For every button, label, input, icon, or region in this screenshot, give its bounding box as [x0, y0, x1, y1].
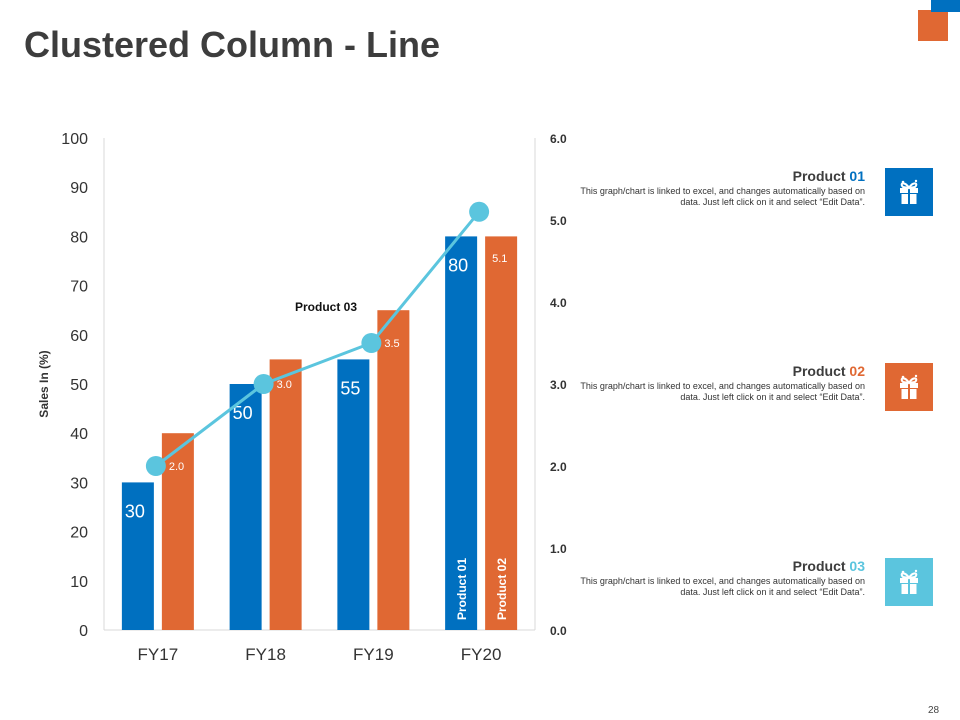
bar-product-01-fy19: [337, 359, 370, 630]
y-tick-label: 60: [70, 328, 88, 345]
bar-product-01-fy18: [229, 384, 262, 630]
y-tick-label: 0: [79, 623, 88, 640]
legend-product-03: Product 03 This graph/chart is linked to…: [560, 557, 935, 617]
y-tick-label: 70: [70, 279, 88, 296]
line-data-label: 2.0: [169, 461, 184, 473]
x-tick-label: FY20: [461, 645, 502, 664]
bar-data-label: 80: [448, 255, 468, 275]
y-tick-label: 40: [70, 426, 88, 443]
bar-product-02-fy20: [485, 236, 518, 630]
legend-number: 02: [849, 363, 865, 379]
legend-text: Product 02 This graph/chart is linked to…: [565, 362, 865, 403]
legend-product-01: Product 01 This graph/chart is linked to…: [560, 167, 935, 227]
y2-tick-label: 0.0: [550, 624, 567, 638]
y2-tick-label: 1.0: [550, 542, 567, 556]
corner-accent-orange: [918, 10, 948, 41]
line-point-product-03: [361, 333, 382, 353]
y-tick-label: 90: [70, 180, 88, 197]
line-data-label: 3.5: [384, 338, 399, 350]
page-title: Clustered Column - Line: [24, 24, 441, 65]
legend-description: This graph/chart is linked to excel, and…: [580, 381, 865, 402]
legend-heading: Product 02: [565, 362, 865, 380]
y2-tick-label: 6.0: [550, 132, 567, 146]
legend-label: Product: [792, 168, 850, 184]
bar-series-label-product-02: Product 02: [495, 558, 509, 620]
bar-series-label-product-01: Product 01: [455, 558, 469, 620]
legend-heading: Product 01: [565, 167, 865, 185]
legend-label: Product: [792, 363, 850, 379]
bar-product-02-fy17: [161, 433, 194, 630]
y-tick-label: 10: [70, 574, 88, 591]
legend-number: 01: [849, 168, 865, 184]
line-point-product-03: [469, 201, 490, 222]
legend-product-02: Product 02 This graph/chart is linked to…: [560, 362, 935, 422]
y-tick-label: 80: [70, 229, 88, 246]
gift-box-icon: [885, 168, 933, 216]
line-point-product-03: [145, 456, 166, 476]
gift-box-icon: [885, 558, 933, 606]
page-number: 28: [928, 705, 940, 716]
x-tick-label: FY18: [245, 645, 286, 664]
y-tick-label: 50: [70, 377, 88, 394]
line-point-product-03: [253, 374, 274, 394]
line-series-annotation: Product 03: [295, 300, 357, 314]
legend-number: 03: [849, 558, 865, 574]
bar-data-label: 50: [233, 403, 253, 423]
gift-box-icon: [885, 363, 933, 411]
bar-product-02-fy18: [269, 359, 302, 630]
line-product-03: [154, 210, 481, 468]
bar-product-01-fy20: [445, 236, 478, 630]
legend-heading: Product 03: [565, 557, 865, 575]
y2-tick-label: 3.0: [550, 378, 567, 392]
line-data-label: 5.1: [492, 253, 507, 265]
y-tick-label: 100: [61, 131, 88, 148]
y2-tick-label: 2.0: [550, 460, 567, 474]
legend-label: Product: [792, 558, 850, 574]
legend-description: This graph/chart is linked to excel, and…: [580, 186, 865, 207]
bar-data-label: 30: [125, 501, 145, 521]
legend-description: This graph/chart is linked to excel, and…: [580, 576, 865, 597]
legend-text: Product 01 This graph/chart is linked to…: [565, 167, 865, 208]
corner-accent-blue: [931, 0, 960, 12]
y2-tick-label: 5.0: [550, 214, 567, 228]
legend-text: Product 03 This graph/chart is linked to…: [565, 557, 865, 598]
x-tick-label: FY19: [353, 645, 394, 664]
y-tick-label: 20: [70, 525, 88, 542]
line-data-label: 3.0: [277, 379, 292, 391]
bar-product-02-fy19: [377, 310, 410, 630]
bar-data-label: 55: [340, 378, 360, 398]
bar-product-01-fy17: [121, 482, 154, 630]
y-axis-title: Sales In (%): [37, 350, 51, 417]
y-tick-label: 30: [70, 475, 88, 492]
x-tick-label: FY17: [138, 645, 179, 664]
y2-tick-label: 4.0: [550, 296, 567, 310]
